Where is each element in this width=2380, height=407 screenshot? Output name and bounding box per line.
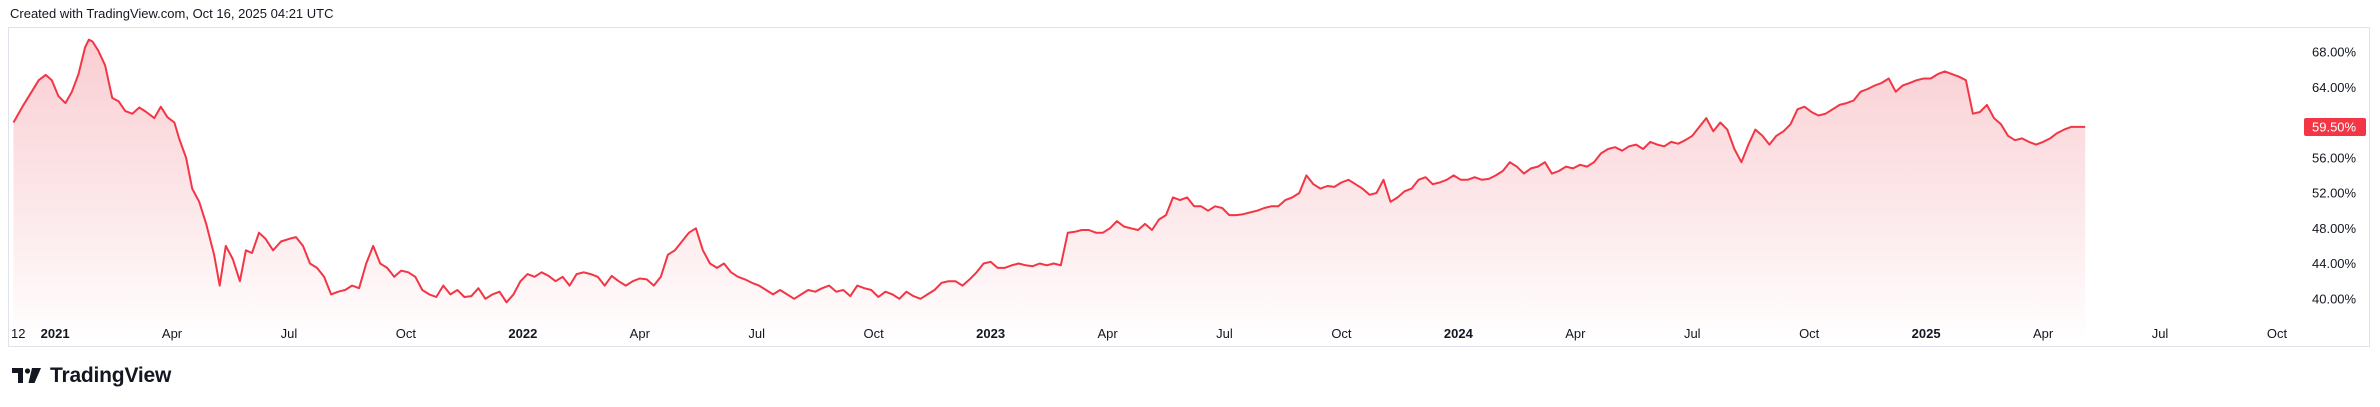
x-tick-label: Apr	[162, 326, 183, 341]
last-value-badge: 59.50%	[2304, 117, 2366, 136]
x-tick-label: Apr	[1565, 326, 1586, 341]
chart-caption: Created with TradingView.com, Oct 16, 20…	[10, 6, 334, 21]
x-tick-label: 2023	[976, 326, 1005, 341]
y-tick-label: 64.00%	[2312, 80, 2357, 95]
y-tick-label: 52.00%	[2312, 186, 2357, 201]
x-tick-label: Jul	[1216, 326, 1233, 341]
x-axis: 12 2021 Apr Jul Oct 2022 Apr Jul Oct 2023 Apr Jul Oc…	[11, 326, 2287, 341]
x-tick-label: Oct	[2267, 326, 2288, 341]
x-tick-label: Oct	[396, 326, 417, 341]
y-axis: 68.00%64.00%60.00%56.00%52.00%48.00%44.0…	[2312, 45, 2357, 307]
x-tick-label: Apr	[630, 326, 651, 341]
y-tick-label: 56.00%	[2312, 150, 2357, 165]
y-tick-label: 48.00%	[2312, 221, 2357, 236]
chart-frame[interactable]	[8, 27, 2370, 347]
y-tick-label: 68.00%	[2312, 45, 2357, 60]
x-tick-label: Apr	[2033, 326, 2054, 341]
x-tick-label: Oct	[864, 326, 885, 341]
x-tick-label: 2022	[508, 326, 537, 341]
last-value-label: 59.50%	[2312, 119, 2357, 134]
x-tick-label: Apr	[1097, 326, 1118, 341]
x-tick-label: 2021	[41, 326, 70, 341]
x-tick-label: Jul	[281, 326, 298, 341]
area-fill	[13, 39, 2086, 342]
price-chart[interactable]: 68.00%64.00%60.00%56.00%52.00%48.00%44.0…	[0, 0, 2380, 360]
x-tick-label: Oct	[1331, 326, 1352, 341]
x-tick-label: 2025	[1912, 326, 1941, 341]
x-tick-label: 2024	[1444, 326, 1474, 341]
y-tick-label: 40.00%	[2312, 291, 2357, 306]
x-tick-label: Jul	[1684, 326, 1701, 341]
tradingview-logo-icon	[12, 368, 41, 383]
last-value-badge-bg	[2304, 117, 2366, 136]
series-line	[12, 38, 2086, 304]
x-tick-label: Jul	[2152, 326, 2169, 341]
tradingview-wordmark: TradingView	[50, 364, 172, 387]
y-tick-label: 44.00%	[2312, 256, 2357, 271]
x-tick-label: Oct	[1799, 326, 1820, 341]
tradingview-brand[interactable]: TradingView	[12, 364, 171, 388]
x-tick-label: Jul	[748, 326, 765, 341]
x-tick-label: 12	[11, 326, 25, 341]
